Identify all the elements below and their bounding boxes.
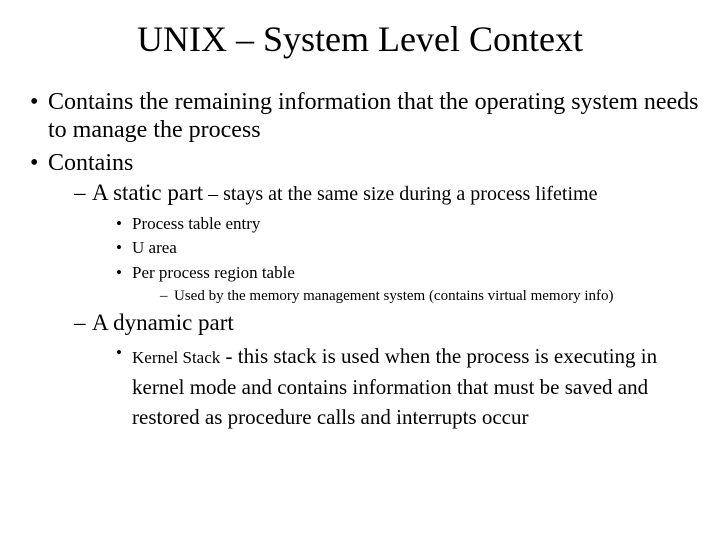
static-item-1: Process table entry (116, 212, 700, 237)
dynamic-part-main: A dynamic part (92, 310, 234, 335)
static-item-3-sub: Used by the memory management system (co… (132, 286, 700, 307)
static-item-3-sub-1: Used by the memory management system (co… (160, 286, 700, 307)
dynamic-part-items: Kernel Stack - this stack is used when t… (92, 341, 700, 432)
static-part-items: Process table entry U area Per process r… (92, 212, 700, 307)
static-part-main: A static part (92, 180, 203, 205)
static-part: A static part – stays at the same size d… (74, 179, 700, 307)
bullet-2-text: Contains (48, 150, 133, 176)
static-item-2: U area (116, 236, 700, 261)
dynamic-item-1: Kernel Stack - this stack is used when t… (116, 341, 700, 432)
sub-list: A static part – stays at the same size d… (48, 179, 700, 433)
static-item-3: Per process region table Used by the mem… (116, 261, 700, 307)
static-part-suffix: – stays at the same size during a proces… (203, 183, 597, 205)
dynamic-item-1-lead: Kernel Stack (132, 348, 220, 367)
dynamic-part: A dynamic part Kernel Stack - this stack… (74, 309, 700, 433)
static-item-3-text: Per process region table (132, 263, 295, 282)
bullet-1: Contains the remaining information that … (30, 88, 700, 145)
slide: UNIX – System Level Context Contains the… (0, 0, 720, 540)
bullet-list: Contains the remaining information that … (20, 88, 700, 433)
static-item-2-text: U area (132, 238, 177, 257)
static-item-1-text: Process table entry (132, 214, 260, 233)
slide-title: UNIX – System Level Context (20, 18, 700, 60)
bullet-2: Contains A static part – stays at the sa… (30, 149, 700, 433)
